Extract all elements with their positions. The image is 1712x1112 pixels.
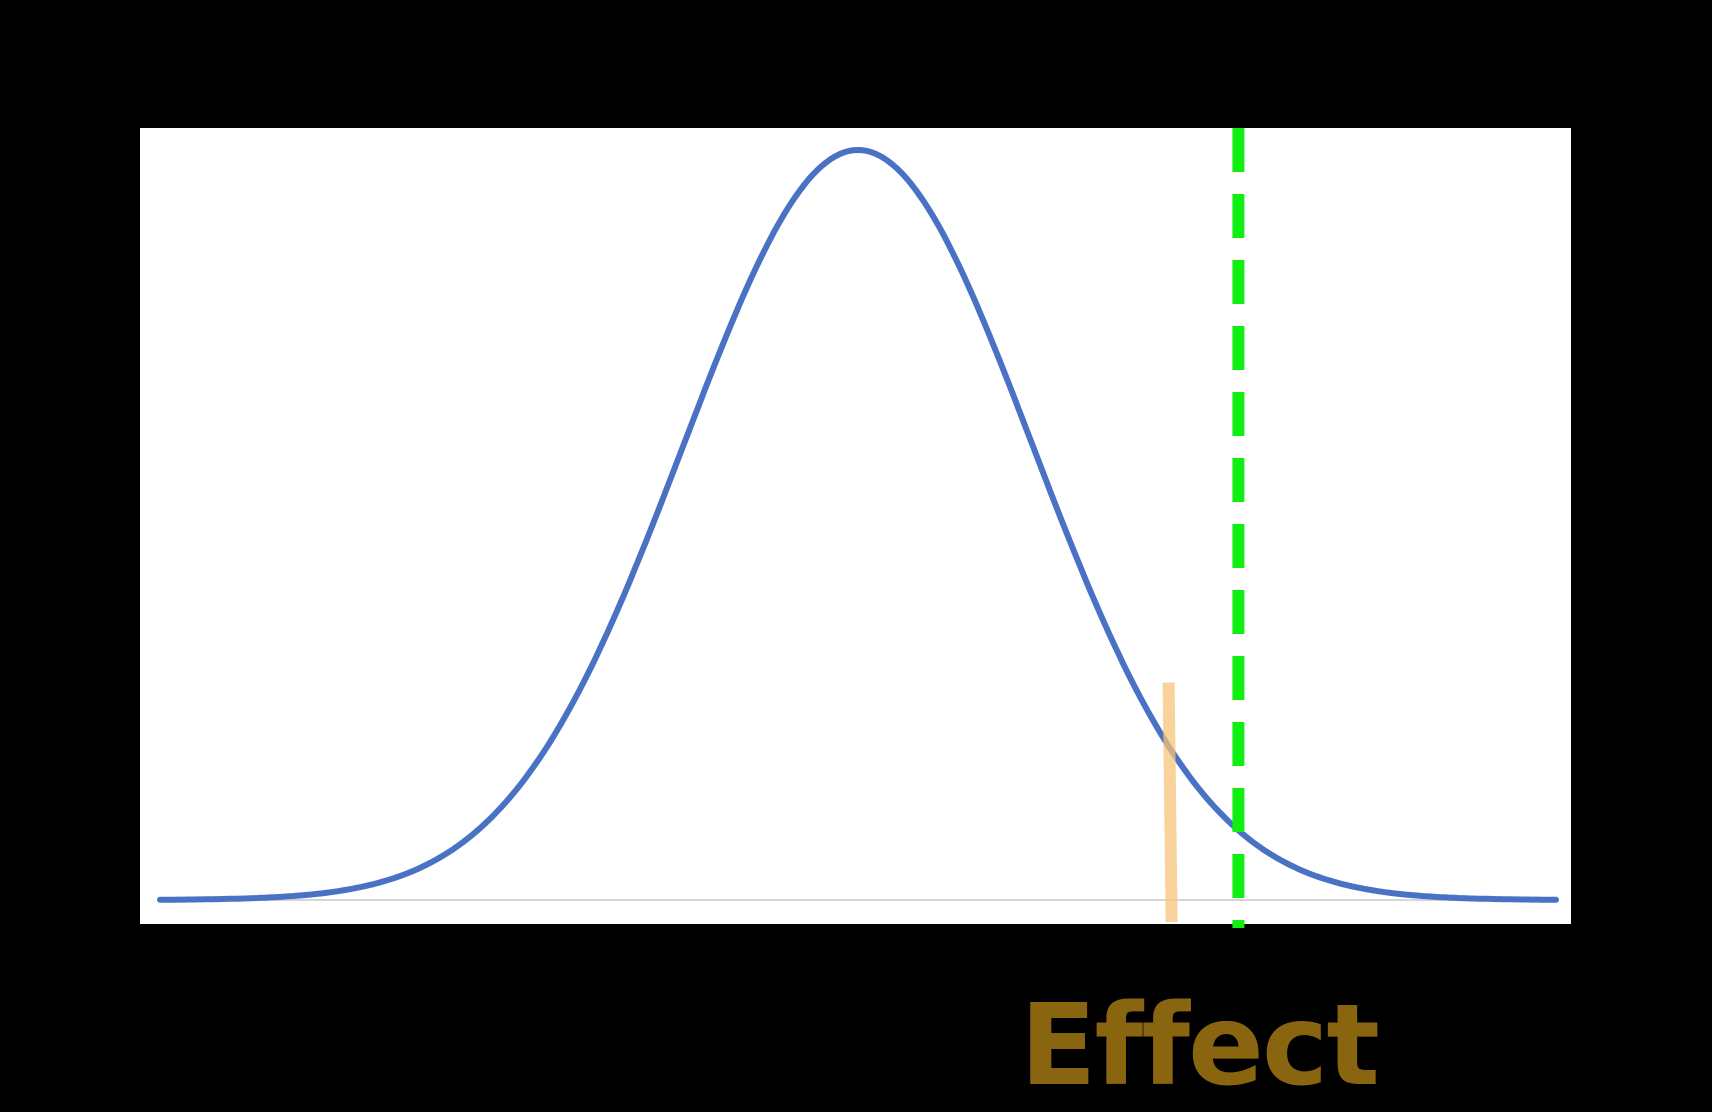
plot-panel — [140, 128, 1571, 924]
effect-marker-line — [1162, 682, 1178, 923]
effect-caption: Effect — [1020, 981, 1380, 1111]
distribution-curve — [157, 147, 1559, 903]
